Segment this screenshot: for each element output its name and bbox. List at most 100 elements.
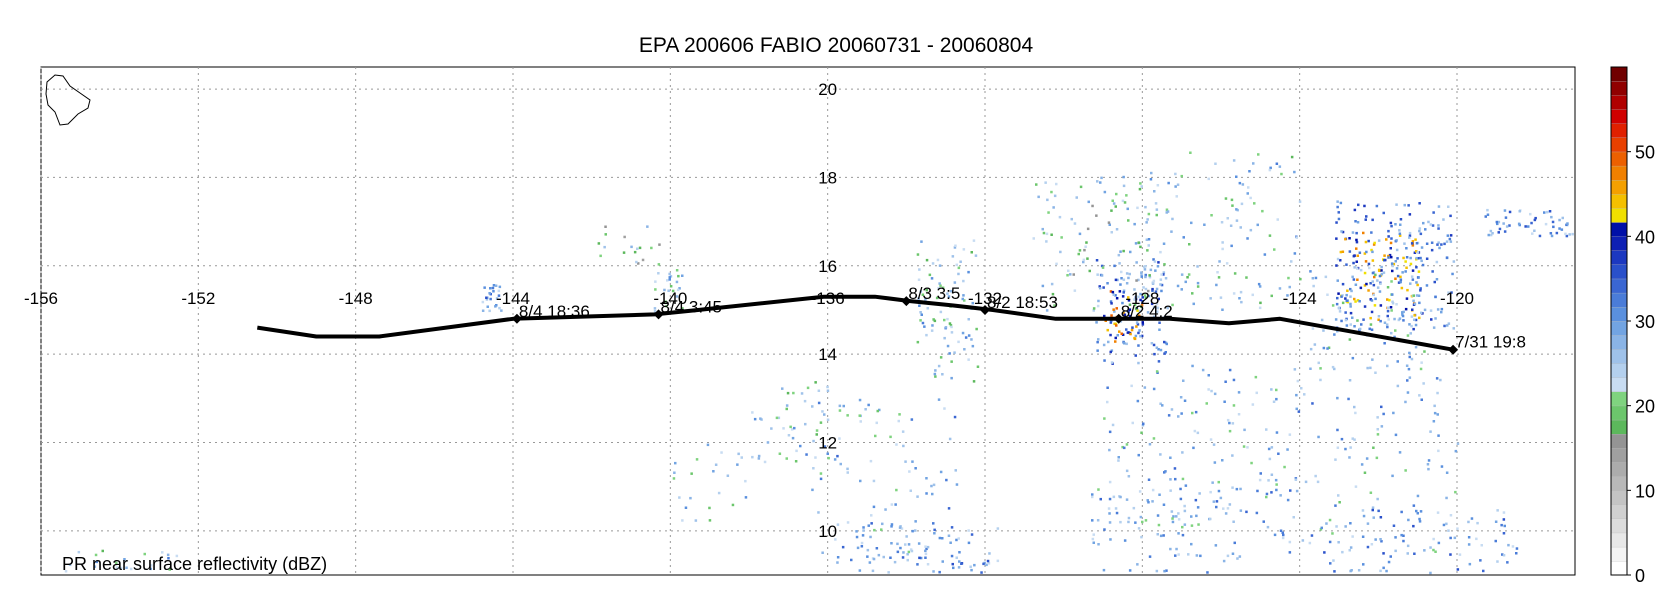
precip-pixel <box>1410 242 1414 245</box>
precip-pixel <box>1402 539 1405 543</box>
precip-pixel <box>1144 296 1148 299</box>
precip-pixel <box>1399 278 1403 281</box>
precip-pixel <box>1416 283 1419 287</box>
precip-pixel <box>641 258 645 262</box>
precip-pixel <box>1046 198 1049 202</box>
precip-pixel <box>497 289 501 293</box>
precip-pixel <box>1156 310 1159 313</box>
precip-pixel <box>1408 323 1411 326</box>
precip-pixel <box>1181 477 1185 481</box>
precip-pixel <box>1408 351 1411 355</box>
precip-pixel <box>1175 515 1178 518</box>
precip-pixel <box>1436 391 1439 395</box>
lon-tick-label: -140 <box>653 289 687 308</box>
colorbar-swatch <box>1610 123 1628 139</box>
precip-pixel <box>1394 433 1398 437</box>
precip-pixel <box>676 288 680 292</box>
precip-pixel <box>1190 515 1193 518</box>
precip-pixel <box>1390 280 1393 283</box>
precip-pixel <box>1303 393 1306 396</box>
precip-pixel <box>1369 316 1372 320</box>
precip-pixel <box>1358 327 1362 331</box>
precip-pixel <box>941 286 945 289</box>
precip-pixel <box>1138 329 1141 332</box>
precip-pixel <box>1122 278 1126 281</box>
precip-pixel <box>1119 495 1122 499</box>
precip-pixel <box>1123 446 1126 450</box>
precip-pixel <box>967 358 970 361</box>
precip-pixel <box>1266 525 1270 529</box>
precip-pixel <box>1252 162 1255 165</box>
precip-pixel <box>1228 503 1232 506</box>
precip-pixel <box>1250 461 1253 465</box>
precip-pixel <box>1416 494 1420 498</box>
precip-pixel <box>1148 555 1152 558</box>
precip-pixel <box>1151 289 1154 292</box>
precip-pixel <box>1392 524 1396 527</box>
precip-pixel <box>1133 222 1136 226</box>
precip-pixel <box>971 301 974 305</box>
precip-pixel <box>1110 231 1113 234</box>
precip-pixel <box>1215 505 1218 509</box>
precip-pixel <box>1437 205 1441 208</box>
precip-pixel <box>1103 528 1106 531</box>
precip-pixel <box>1349 311 1353 315</box>
precip-pixel <box>812 439 815 443</box>
precip-pixel <box>955 538 958 542</box>
precip-pixel <box>668 276 671 279</box>
precip-pixel <box>1256 489 1259 493</box>
precip-pixel <box>1550 215 1553 219</box>
precip-pixel <box>1352 254 1356 258</box>
precip-pixel <box>972 380 976 383</box>
colorbar-tick-label: 0 <box>1635 566 1645 586</box>
precip-pixel <box>1434 295 1437 299</box>
precip-pixel <box>1371 280 1374 283</box>
precip-pixel <box>931 324 934 327</box>
precip-pixel <box>1550 234 1554 238</box>
precip-pixel <box>933 528 936 532</box>
precip-pixel <box>1396 384 1400 388</box>
precip-pixel <box>481 309 485 312</box>
precip-pixel <box>906 553 909 556</box>
precip-pixel <box>1148 275 1152 279</box>
precip-pixel <box>962 279 965 283</box>
precip-pixel <box>1097 299 1100 303</box>
precip-pixel <box>1369 323 1373 326</box>
precip-pixel <box>1386 286 1390 289</box>
precip-pixel <box>1147 294 1151 298</box>
precip-pixel <box>1102 286 1105 289</box>
precip-pixel <box>1415 256 1418 260</box>
precip-pixel <box>1194 498 1198 502</box>
precip-pixel <box>1109 321 1113 324</box>
precip-pixel <box>859 479 862 483</box>
precip-pixel <box>911 460 914 463</box>
precip-pixel <box>1386 309 1390 313</box>
precip-pixel <box>1322 329 1325 332</box>
colorbar-swatch <box>1610 222 1628 237</box>
precip-pixel <box>1482 569 1485 573</box>
precip-pixel <box>483 286 486 289</box>
precip-pixel <box>1147 212 1151 216</box>
precip-pixel <box>1400 533 1403 537</box>
precip-pixel <box>1258 306 1262 310</box>
precip-pixel <box>1139 298 1142 302</box>
precip-pixel <box>744 496 748 499</box>
precip-pixel <box>926 545 930 549</box>
precip-pixel <box>1383 342 1386 345</box>
precip-pixel <box>622 251 626 254</box>
precip-pixel <box>1097 543 1100 546</box>
precip-pixel <box>874 434 877 438</box>
precip-pixel <box>950 526 954 529</box>
precip-pixel <box>1370 310 1374 314</box>
precip-pixel <box>1319 367 1322 370</box>
precip-pixel <box>919 319 922 322</box>
precip-pixel <box>1140 304 1144 307</box>
precip-pixel <box>1279 494 1282 497</box>
precip-pixel <box>1379 319 1382 323</box>
precip-pixel <box>1232 292 1236 295</box>
precip-pixel <box>714 463 718 466</box>
precip-pixel <box>1154 269 1157 272</box>
precip-pixel <box>1231 204 1234 207</box>
precip-pixel <box>1382 271 1386 274</box>
precip-pixel <box>1429 430 1432 433</box>
